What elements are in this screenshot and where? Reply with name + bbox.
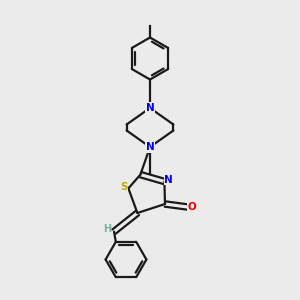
Text: S: S xyxy=(120,182,128,193)
Text: N: N xyxy=(164,175,173,185)
Text: N: N xyxy=(146,103,154,113)
Text: O: O xyxy=(187,202,196,212)
Text: N: N xyxy=(146,142,154,152)
Text: H: H xyxy=(103,224,112,234)
